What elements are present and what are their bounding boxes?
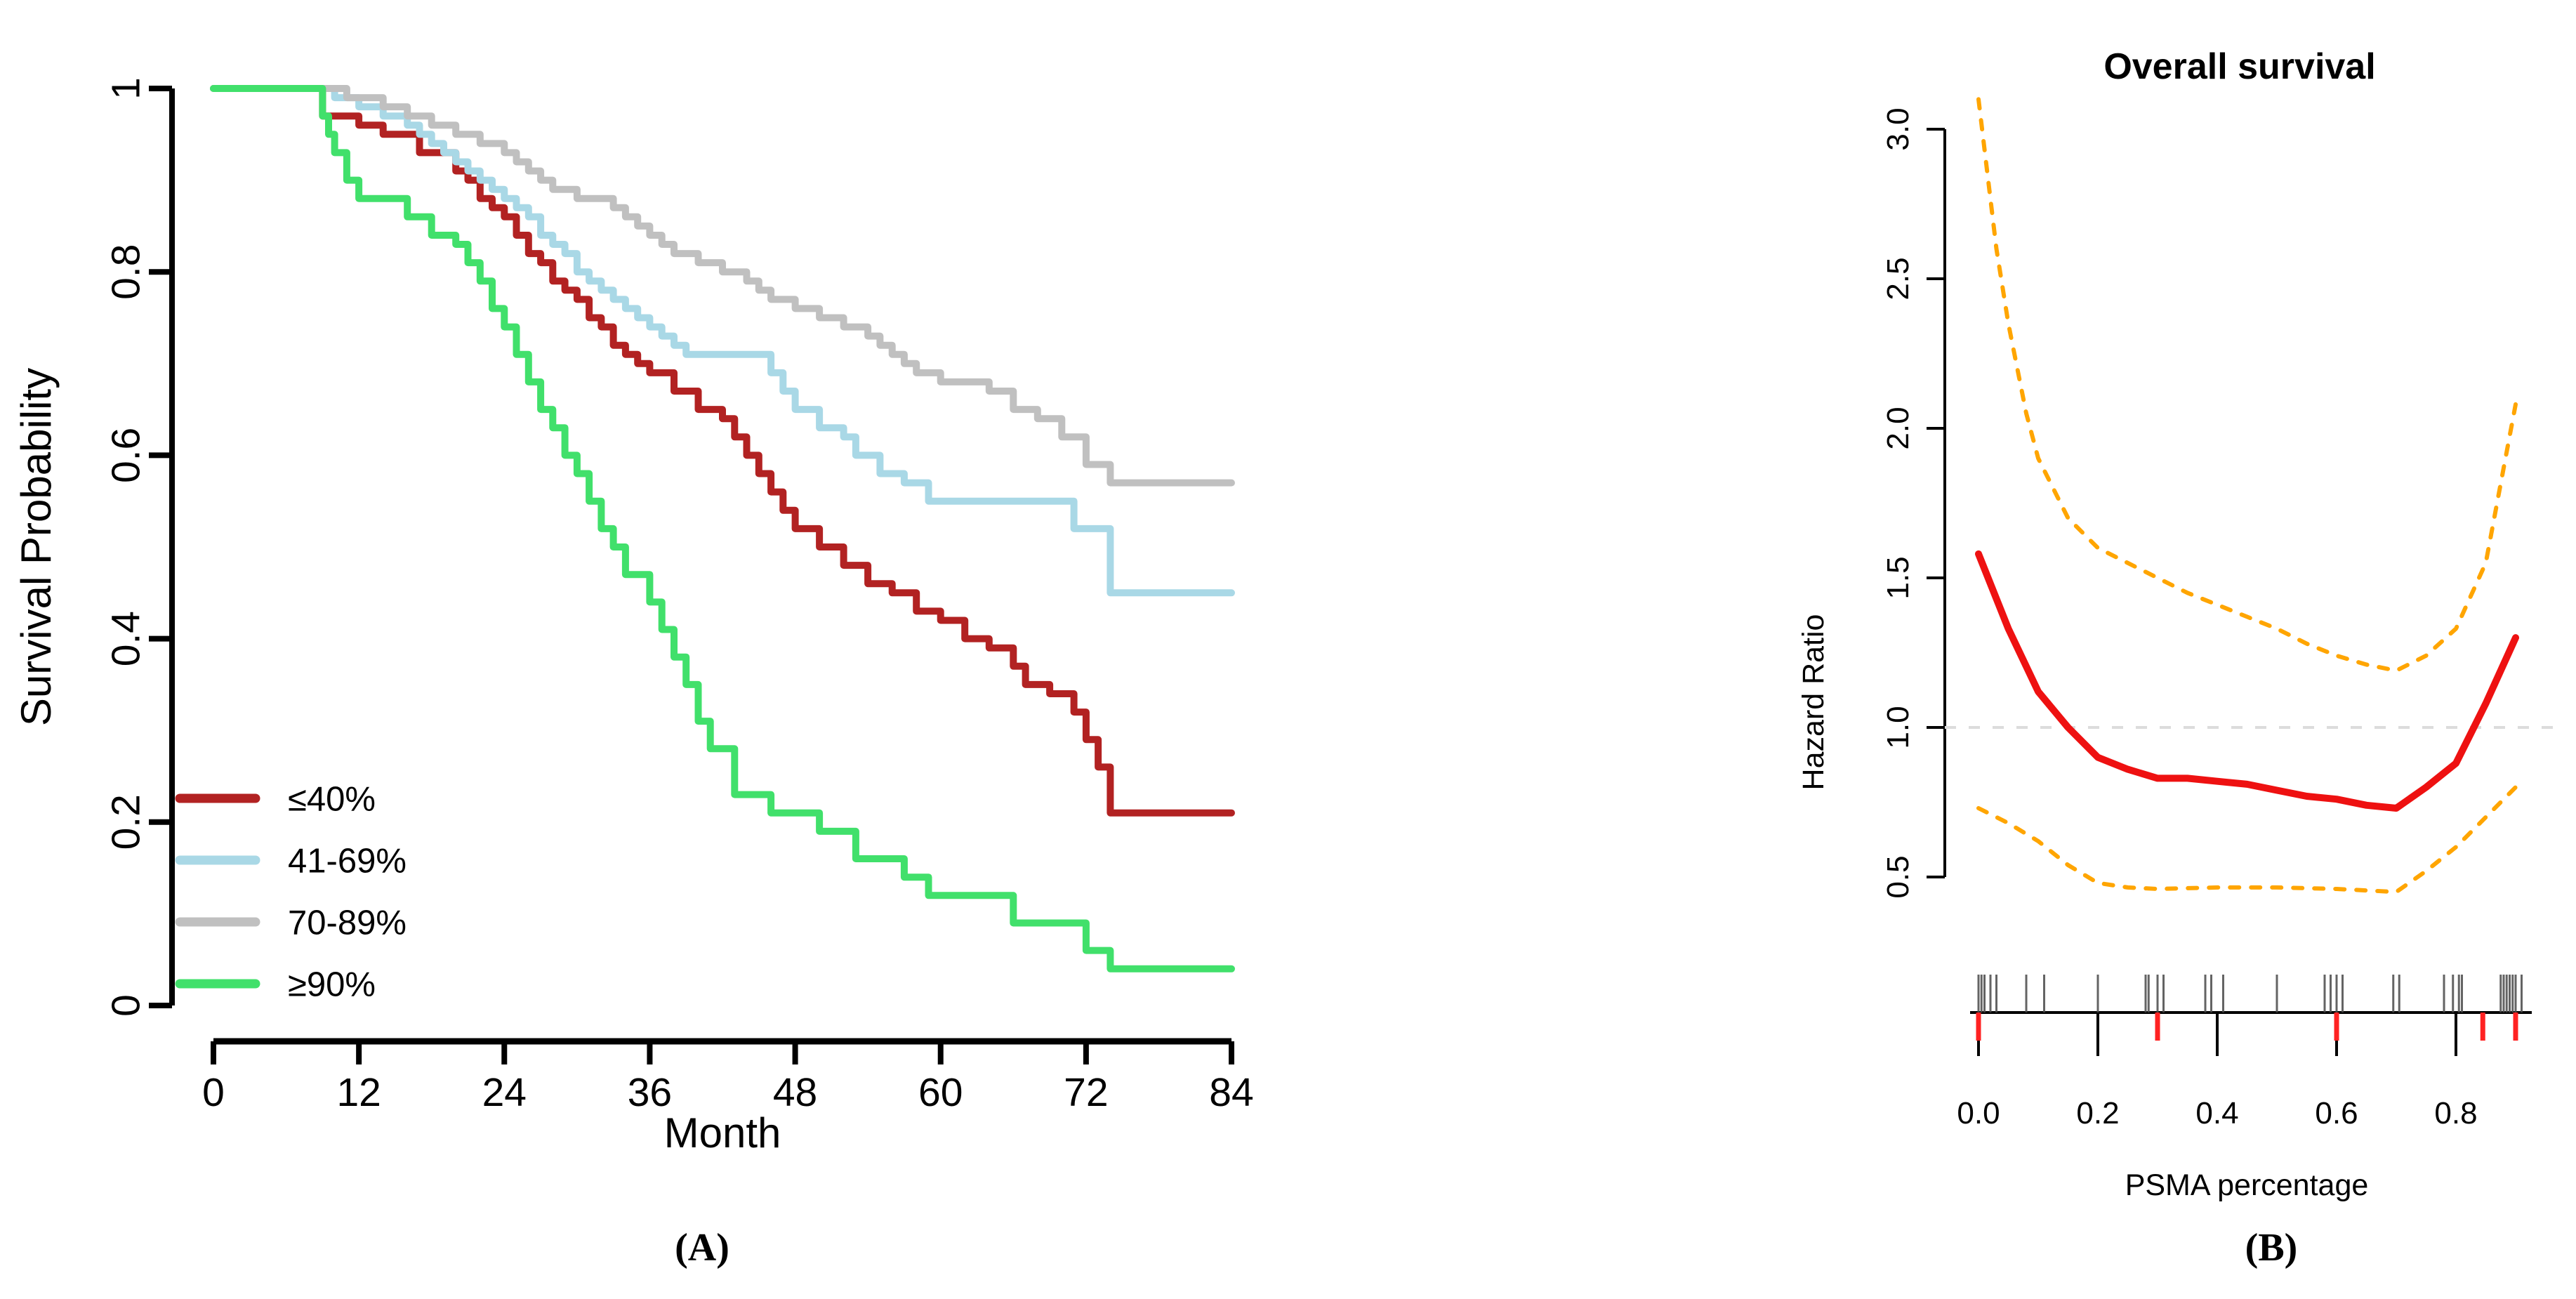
hr-y-tick-label: 0.5 xyxy=(1881,855,1915,898)
hr-y-tick-label: 2.0 xyxy=(1881,407,1915,449)
km-y-tick-label: 0.6 xyxy=(104,428,149,483)
km-y-tick-label: 0.8 xyxy=(104,244,149,300)
hr-x-tick-label: 0.8 xyxy=(2434,1096,2477,1130)
km-curves xyxy=(210,85,1235,972)
km-curve-3 xyxy=(210,85,1235,487)
km-panel: 1 0.8 0.6 0.4 0.2 0 0 12 24 36 48 60 72 84 ≤40% 41-69%… xyxy=(13,77,1254,1270)
hr-axes: 0.5 1.0 1.5 2.0 2.5 3.0 xyxy=(1881,107,2561,899)
hr-xlabel: PSMA percentage xyxy=(2125,1168,2369,1202)
hr-x-tick-label: 0.6 xyxy=(2315,1096,2358,1130)
caption-a: (A) xyxy=(675,1226,729,1270)
hr-title: Overall survival xyxy=(2103,46,2375,87)
legend-label-2: 41-69% xyxy=(288,843,407,881)
hr-y-tick-label: 1.5 xyxy=(1881,556,1915,599)
hr-y-tick-label: 3.0 xyxy=(1881,107,1915,150)
hr-x-tick-label: 0.0 xyxy=(1957,1096,2000,1130)
hazard-ratio-estimate-curve xyxy=(1975,550,2519,812)
km-x-tick-label: 84 xyxy=(1209,1070,1253,1115)
hr-panel: 0.5 1.0 1.5 2.0 2.5 3.0 0.0 0.2 0.4 0.6 0.8 Overa… xyxy=(1797,46,2561,1270)
hr-ylabel: Hazard Ratio xyxy=(1797,614,1830,791)
hr-curves xyxy=(1975,97,2519,895)
km-x-tick-label: 60 xyxy=(918,1070,963,1115)
hr-x-tick-label: 0.2 xyxy=(2076,1096,2119,1130)
km-curve-4 xyxy=(210,85,1235,972)
lower-confidence-band-curve xyxy=(1976,785,2518,895)
km-axes: 1 0.8 0.6 0.4 0.2 0 0 12 24 36 48 60 72 84 xyxy=(104,77,1254,1115)
legend-label-1: ≤40% xyxy=(288,781,376,819)
hr-y-tick-label: 1.0 xyxy=(1881,706,1915,749)
hr-y-tick-label: 2.5 xyxy=(1881,257,1915,300)
legend-label-4: ≥90% xyxy=(288,966,376,1004)
upper-confidence-band-curve xyxy=(1976,97,2518,673)
km-x-tick-label: 0 xyxy=(202,1070,225,1115)
km-y-tick-label: 0.4 xyxy=(104,611,149,666)
km-x-tick-label: 72 xyxy=(1064,1070,1108,1115)
km-curve-1 xyxy=(210,85,1235,817)
km-curve-2 xyxy=(210,85,1235,597)
legend-label-3: 70-89% xyxy=(288,904,407,942)
km-legend: ≤40% 41-69% 70-89% ≥90% xyxy=(175,781,407,1004)
km-x-tick-label: 48 xyxy=(773,1070,817,1115)
hr-rug-plot: 0.0 0.2 0.4 0.6 0.8 xyxy=(1957,975,2532,1130)
caption-b: (B) xyxy=(2245,1226,2298,1270)
km-x-tick-label: 12 xyxy=(336,1070,381,1115)
km-x-tick-label: 24 xyxy=(482,1070,527,1115)
km-x-tick-label: 36 xyxy=(628,1070,672,1115)
km-xlabel: Month xyxy=(664,1109,781,1156)
km-y-tick-label: 1 xyxy=(104,77,149,100)
km-y-tick-label: 0.2 xyxy=(104,794,149,850)
km-y-tick-label: 0 xyxy=(104,994,149,1017)
km-ylabel: Survival Probability xyxy=(13,368,60,726)
hr-x-tick-label: 0.4 xyxy=(2195,1096,2238,1130)
